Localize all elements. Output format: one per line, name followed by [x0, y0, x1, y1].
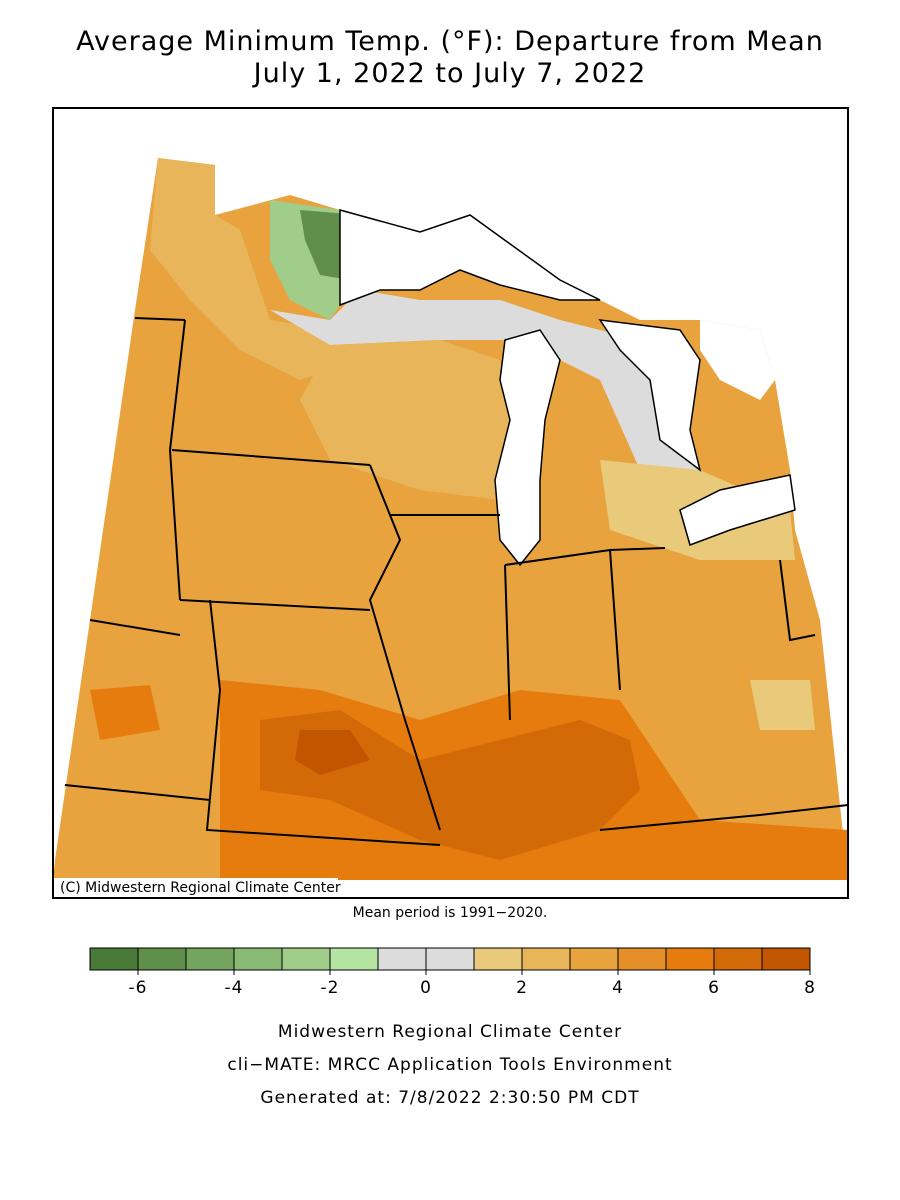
colorbar-bin — [329, 947, 379, 971]
footer-line: Generated at: 7/8/2022 2:30:50 PM CDT — [260, 1088, 639, 1108]
tick-label: -4 — [225, 978, 244, 998]
colorbar-bin — [137, 947, 187, 971]
zone — [270, 290, 700, 470]
zone — [90, 685, 160, 740]
colorbar-bin — [761, 947, 811, 971]
tick-label: 8 — [804, 978, 816, 998]
tick-label: -6 — [129, 978, 148, 998]
lake-superior — [339, 209, 601, 307]
title: Average Minimum Temp. (°F): Departure fr… — [76, 26, 824, 57]
subtitle: July 1, 2022 to July 7, 2022 — [252, 58, 647, 89]
zone — [750, 680, 815, 730]
lake-huron — [598, 319, 702, 472]
zone — [300, 340, 520, 500]
copyright: (C) Midwestern Regional Climate Center — [60, 880, 341, 896]
tick-label: -2 — [321, 978, 340, 998]
colorbar-bin — [377, 947, 427, 971]
colorbar-bin — [473, 947, 523, 971]
copyright-box — [54, 878, 338, 897]
tick-label: 6 — [708, 978, 720, 998]
colorbar-bin — [425, 947, 475, 971]
tick-label: 4 — [612, 978, 624, 998]
colorbar-bin — [665, 947, 715, 971]
zone — [295, 730, 370, 775]
colorbar-bin — [89, 947, 139, 971]
footer-line: cli−MATE: MRCC Application Tools Environ… — [227, 1055, 672, 1075]
colorbar-bin — [185, 947, 235, 971]
colorbar-bin — [281, 947, 331, 971]
colorbar-bin — [569, 947, 619, 971]
tick-label: 0 — [420, 978, 432, 998]
colorbar-bin — [233, 947, 283, 971]
map: (C) Midwestern Regional Climate Center — [52, 107, 849, 899]
state-borders — [64, 317, 849, 846]
tick-label: 2 — [516, 978, 528, 998]
mean-period-note: Mean period is 1991−2020. — [353, 905, 548, 921]
colorbar-bin — [713, 947, 763, 971]
lake-michigan — [494, 329, 561, 567]
canada — [700, 320, 775, 400]
colorbar-bin — [521, 947, 571, 971]
map-frame — [52, 107, 849, 899]
footer-line: Midwestern Regional Climate Center — [278, 1022, 622, 1042]
colorbar-bin — [617, 947, 667, 971]
colorbar: -6 -4 -2 0 2 4 6 8 — [89, 947, 816, 998]
zone — [150, 158, 360, 380]
lake-erie — [679, 474, 796, 546]
